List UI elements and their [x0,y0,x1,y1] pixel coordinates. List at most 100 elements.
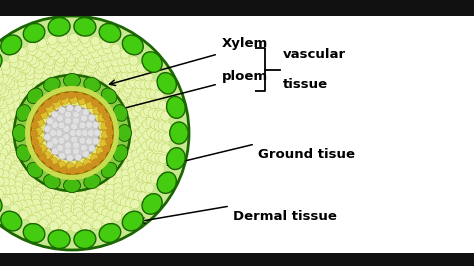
Circle shape [107,124,117,134]
Circle shape [103,58,113,67]
Circle shape [37,51,47,60]
Ellipse shape [157,73,176,94]
Circle shape [78,156,85,164]
Circle shape [127,126,137,136]
Circle shape [122,55,131,65]
Circle shape [63,200,72,209]
Circle shape [22,161,32,171]
Circle shape [66,105,73,111]
Circle shape [26,91,36,100]
Circle shape [27,55,37,65]
Circle shape [0,36,169,230]
Circle shape [55,116,62,123]
Ellipse shape [118,124,131,142]
Circle shape [61,81,70,90]
Circle shape [116,205,126,215]
Circle shape [99,184,108,193]
Circle shape [98,148,107,157]
Circle shape [158,101,168,110]
Circle shape [22,193,31,203]
Circle shape [2,159,12,168]
Circle shape [109,166,118,175]
Circle shape [93,130,100,136]
Circle shape [48,154,57,164]
Circle shape [41,199,50,208]
Circle shape [87,108,94,115]
Circle shape [130,200,139,209]
Circle shape [81,182,90,192]
Circle shape [61,157,68,164]
Circle shape [0,153,6,163]
Circle shape [34,146,42,154]
Circle shape [143,130,152,140]
Circle shape [72,88,81,98]
Circle shape [61,144,71,153]
Circle shape [62,85,71,94]
Circle shape [35,145,44,154]
Circle shape [133,191,143,201]
Circle shape [28,215,38,225]
Circle shape [86,121,92,128]
Circle shape [46,148,54,155]
Circle shape [96,215,106,224]
Circle shape [159,154,168,164]
Circle shape [64,121,71,128]
Circle shape [128,71,137,80]
Circle shape [67,149,76,158]
Circle shape [19,99,29,109]
Circle shape [44,65,53,74]
Circle shape [92,114,100,122]
Circle shape [58,122,65,129]
Circle shape [88,145,95,152]
Circle shape [2,197,11,206]
Circle shape [46,115,56,124]
Circle shape [91,120,100,130]
Circle shape [47,163,57,173]
Circle shape [54,62,64,71]
Circle shape [93,53,103,63]
Circle shape [0,116,6,125]
Circle shape [52,202,61,211]
Circle shape [144,149,153,159]
Circle shape [94,111,104,120]
Circle shape [133,71,143,81]
Circle shape [37,38,46,48]
Circle shape [146,117,155,126]
Circle shape [22,89,31,99]
Circle shape [69,168,78,178]
Circle shape [61,136,69,143]
Circle shape [54,148,61,156]
Circle shape [98,114,105,122]
Circle shape [19,171,29,180]
Circle shape [129,56,138,65]
Circle shape [0,97,4,107]
Circle shape [158,121,167,130]
Circle shape [42,140,50,148]
Circle shape [136,169,145,178]
Circle shape [4,95,13,104]
Circle shape [151,164,161,173]
Circle shape [96,181,105,190]
Circle shape [158,132,168,141]
Circle shape [0,134,9,143]
Circle shape [121,169,131,178]
Circle shape [150,99,159,109]
Circle shape [138,192,147,201]
Circle shape [48,47,57,57]
Circle shape [49,71,58,81]
Ellipse shape [74,230,96,248]
Circle shape [115,136,124,145]
Circle shape [32,96,41,105]
Circle shape [115,157,125,167]
Circle shape [85,152,93,160]
Circle shape [77,97,86,107]
Circle shape [58,146,66,153]
Circle shape [128,190,138,200]
Circle shape [0,74,4,83]
Circle shape [52,164,60,171]
Circle shape [140,159,150,169]
Circle shape [134,139,144,149]
Circle shape [59,184,68,193]
Circle shape [109,103,118,113]
Ellipse shape [0,194,2,214]
